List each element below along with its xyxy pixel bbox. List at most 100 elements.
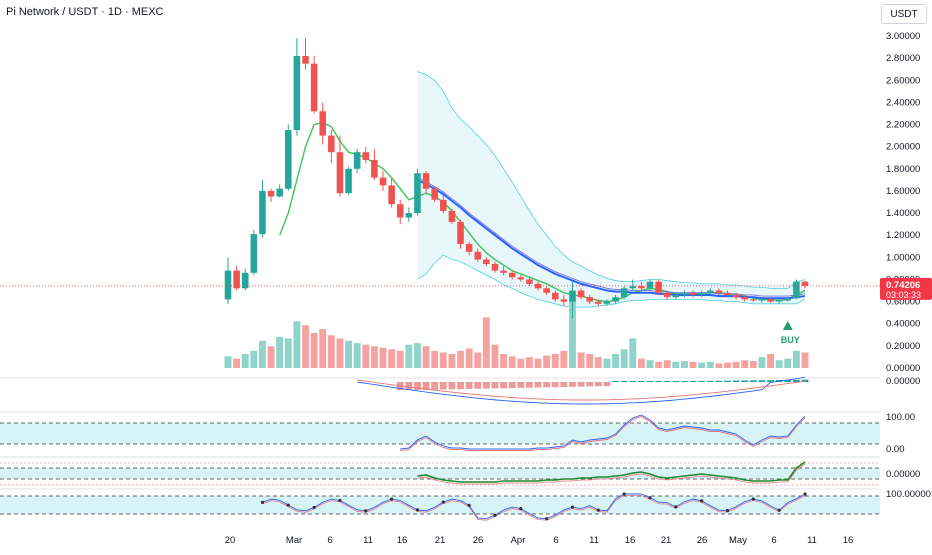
macd-histogram-bar <box>655 381 663 382</box>
date-axis-label: 21 <box>661 535 672 546</box>
date-axis-label: 6 <box>327 535 332 546</box>
volume-bar <box>353 343 361 368</box>
candle-body <box>706 290 714 293</box>
macd-histogram-bar <box>732 380 740 382</box>
bollinger-lower-line <box>417 254 806 308</box>
macd-histogram-bar <box>569 382 576 387</box>
candle-body <box>517 277 525 280</box>
candle-body <box>741 297 748 300</box>
volume-bar <box>284 338 292 368</box>
volume-bar <box>241 354 249 368</box>
price-axis-label: 0.20000 <box>886 341 920 352</box>
macd-histogram-bar <box>603 382 611 387</box>
candle-body <box>336 152 344 194</box>
volume-bar <box>646 360 654 368</box>
candle-body <box>353 152 361 169</box>
macd-histogram-bar <box>629 381 637 382</box>
volume-bar <box>792 350 800 368</box>
candle-body <box>328 135 335 153</box>
candle-body <box>508 272 516 278</box>
rsi-line <box>400 414 806 450</box>
volume-bar <box>724 362 731 368</box>
date-axis-label: Mar <box>286 535 302 546</box>
candle-body <box>414 173 421 214</box>
candle-body <box>612 297 619 302</box>
candle-body <box>379 177 387 186</box>
volume-bar <box>508 356 516 368</box>
cci-dot <box>415 508 420 512</box>
candle-body <box>422 173 430 189</box>
volume-bar <box>534 358 542 368</box>
countdown-label: 03:03:33 <box>886 290 921 300</box>
macd-histogram-bar <box>491 382 499 389</box>
volume-bar <box>577 352 585 368</box>
macd-histogram-bar <box>439 382 447 390</box>
volume-bar <box>551 354 559 368</box>
date-axis-label: 11 <box>589 535 599 546</box>
volume-bar <box>569 298 576 368</box>
macd-histogram-bar <box>706 380 714 382</box>
volume-bar <box>224 356 232 368</box>
candle-body <box>551 292 559 300</box>
macd-histogram-bar <box>801 379 809 382</box>
cci-dot <box>570 505 575 509</box>
candle-body <box>285 130 292 189</box>
candle-body <box>474 251 482 260</box>
macd-histogram-bar <box>405 382 413 390</box>
price-axis-label: 2.80000 <box>886 53 920 64</box>
macd-histogram-bar <box>586 382 594 387</box>
cci-band-fill <box>0 496 880 514</box>
volume-bar <box>689 361 697 368</box>
volume-bar <box>405 344 413 368</box>
volume-bar <box>543 355 551 368</box>
cci-dot <box>467 503 471 508</box>
volume-bar <box>741 360 749 368</box>
cci-dot <box>622 492 626 496</box>
volume-bar <box>680 361 688 368</box>
macd-histogram-bar <box>689 381 697 382</box>
volume-bar <box>310 333 318 368</box>
bollinger-upper-line <box>417 71 806 289</box>
volume-bar <box>560 350 568 368</box>
volume-bar <box>758 357 766 368</box>
cci-dot <box>596 508 600 512</box>
candle-body <box>672 294 680 298</box>
macd-histogram-bar <box>551 382 559 388</box>
macd-histogram-bar <box>414 382 421 390</box>
volume-bar <box>422 346 430 368</box>
candle-body <box>801 281 809 286</box>
volume-bar <box>388 349 396 368</box>
rsi-axis-top: 100.00 <box>886 412 915 423</box>
macd-histogram-bar <box>594 382 602 387</box>
chart-title: Pi Network / USDT · 1D · MEXC <box>6 6 164 18</box>
date-axis-label: 16 <box>397 535 408 546</box>
cci-dot <box>364 509 368 513</box>
macd-histogram-bar <box>792 379 800 382</box>
macd-histogram-bar <box>680 381 688 382</box>
currency-button[interactable]: USDT <box>881 4 927 24</box>
cci-axis-label: 100.00000 <box>886 489 931 500</box>
price-axis-label: 1.40000 <box>886 208 920 219</box>
candle-body <box>362 152 370 160</box>
volume-bar <box>233 358 241 368</box>
price-axis-label: 1.00000 <box>886 252 920 263</box>
candle-body <box>560 299 568 302</box>
volume-bar <box>457 350 464 368</box>
volume-bar <box>370 346 378 368</box>
candle-body <box>629 286 637 289</box>
macd-histogram-bar <box>663 381 671 382</box>
candle-body <box>724 292 731 295</box>
price-axis-label: 2.40000 <box>886 97 920 108</box>
macd-histogram-bar <box>646 381 654 382</box>
candle-body <box>500 270 507 273</box>
volume-bar <box>362 344 370 368</box>
volume-bar <box>586 354 594 368</box>
candle-body <box>758 299 766 301</box>
candle-body <box>655 281 662 293</box>
candle-body <box>586 297 593 302</box>
volume-bar <box>594 357 602 368</box>
volume-bar <box>698 362 706 368</box>
price-axis-label: 1.80000 <box>886 164 920 175</box>
